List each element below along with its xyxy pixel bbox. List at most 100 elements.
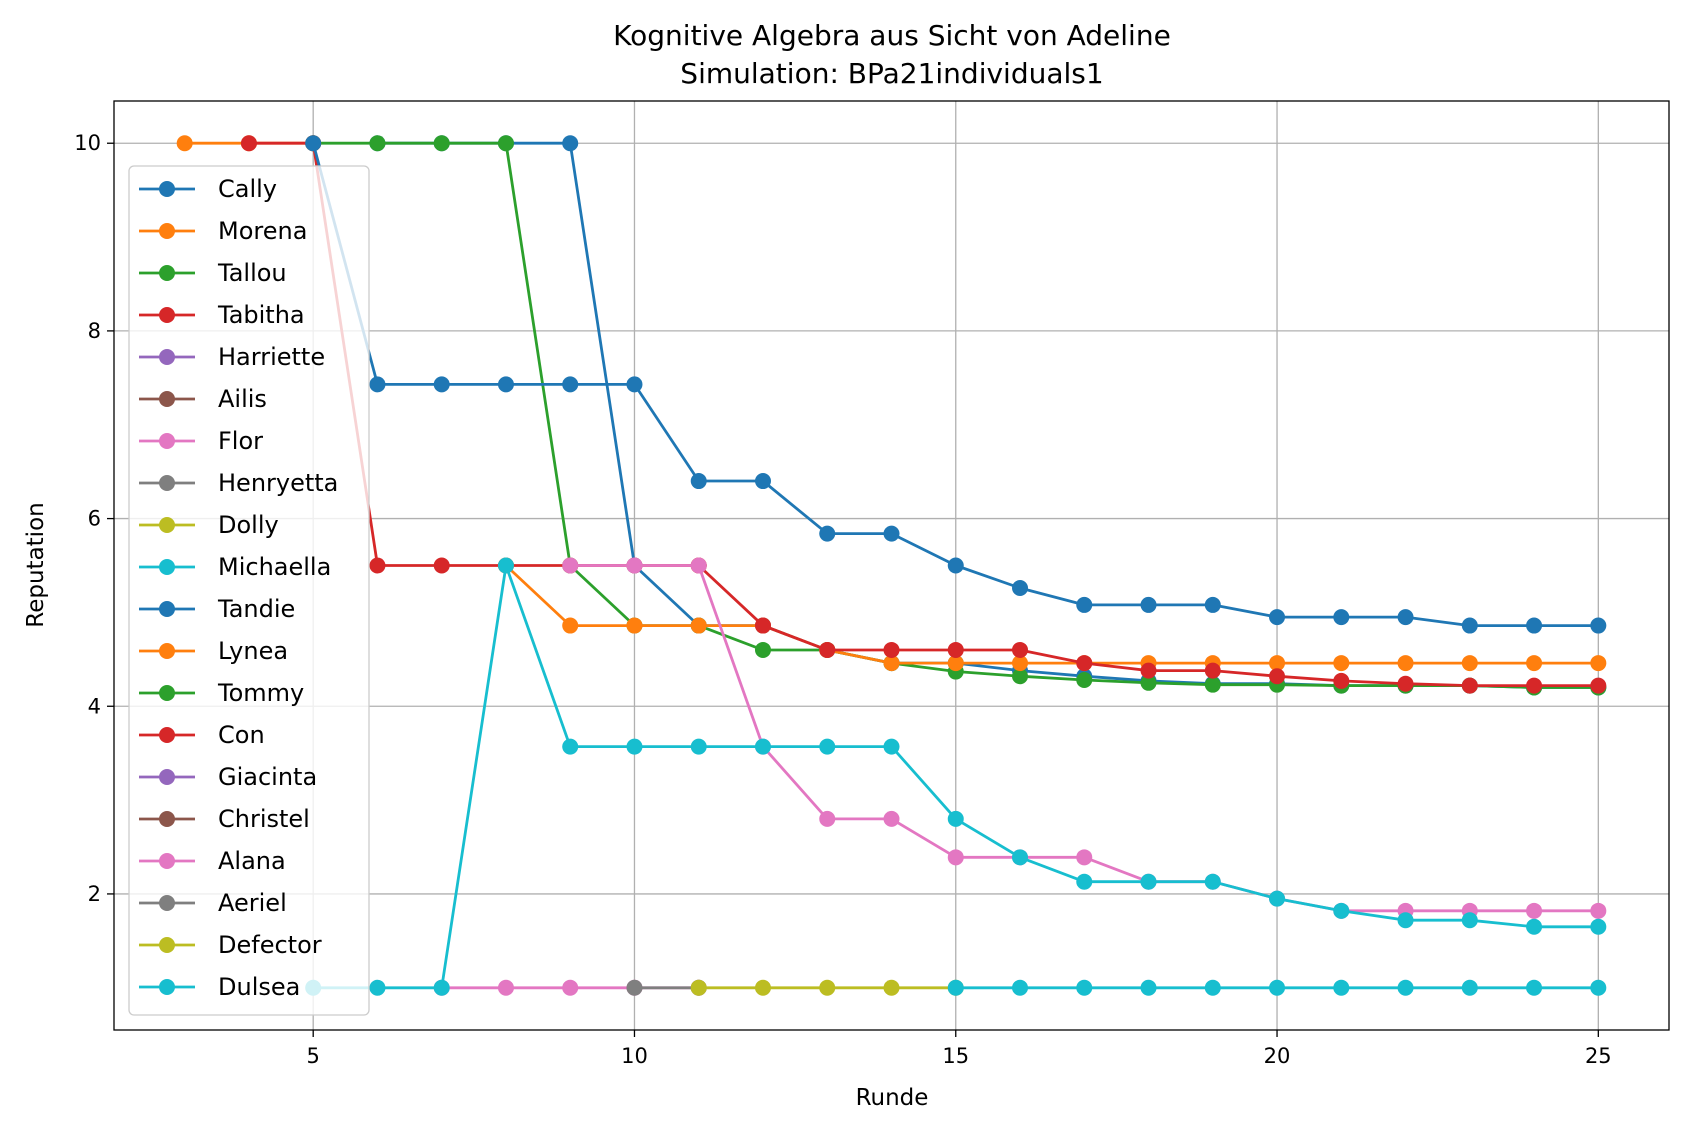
data-point-con <box>1397 675 1414 692</box>
data-point-tandie <box>1590 617 1607 634</box>
data-point-con <box>819 641 836 658</box>
data-point-tallou <box>754 641 771 658</box>
legend-label: Flor <box>218 427 263 455</box>
data-point-lynea <box>690 617 707 634</box>
data-point-dulsea <box>433 979 450 996</box>
data-point-tandie <box>1140 596 1157 613</box>
data-point-dulsea <box>626 738 643 755</box>
y-tick-label: 8 <box>88 319 101 343</box>
legend-item-defector: Defector <box>139 931 322 959</box>
data-point-tandie <box>1012 580 1029 597</box>
data-point-lynea <box>883 655 900 672</box>
legend-marker <box>159 811 175 827</box>
legend-marker <box>159 265 175 281</box>
data-point-michaella <box>947 979 964 996</box>
data-point-dulsea <box>1076 873 1093 890</box>
legend-marker <box>159 979 175 995</box>
x-axis-label: Runde <box>856 1085 929 1111</box>
data-point-lynea <box>1397 655 1414 672</box>
data-point-dolly <box>819 979 836 996</box>
data-point-lynea <box>1012 655 1029 672</box>
legend-item-christel: Christel <box>139 805 310 833</box>
legend-label: Giacinta <box>218 763 317 791</box>
data-point-lynea <box>1526 655 1543 672</box>
data-point-dulsea <box>690 738 707 755</box>
legend-item-giacinta: Giacinta <box>139 763 317 791</box>
data-point-michaella <box>1204 979 1221 996</box>
legend-item-harriette: Harriette <box>139 343 325 371</box>
data-point-tandie <box>1461 617 1478 634</box>
data-point-dulsea <box>1140 873 1157 890</box>
data-point-dulsea <box>1012 849 1029 866</box>
data-point-tabitha <box>433 557 450 574</box>
data-point-alana <box>690 557 707 574</box>
data-point-con <box>1140 662 1157 679</box>
legend-marker <box>159 937 175 953</box>
legend-label: Harriette <box>218 343 325 371</box>
x-tick-label: 5 <box>307 1044 320 1068</box>
data-point-tandie <box>305 135 322 152</box>
data-point-tallou <box>1012 668 1029 685</box>
legend-marker <box>159 181 175 197</box>
legend-item-ailis: Ailis <box>139 385 267 413</box>
data-point-lynea <box>1461 655 1478 672</box>
data-point-dulsea <box>497 557 514 574</box>
legend-label: Tandie <box>217 595 295 623</box>
data-point-tandie <box>369 376 386 393</box>
data-point-morena <box>176 135 193 152</box>
data-point-tandie <box>497 376 514 393</box>
data-point-michaella <box>1526 979 1543 996</box>
legend-item-con: Con <box>139 721 265 749</box>
data-point-con <box>1526 677 1543 694</box>
series-line-lynea <box>505 564 1599 665</box>
data-point-lynea <box>1333 655 1350 672</box>
data-point-lynea <box>1269 655 1286 672</box>
data-point-michaella <box>1590 979 1607 996</box>
data-point-dulsea <box>1590 918 1607 935</box>
data-point-tallou <box>369 135 386 152</box>
y-tick-label: 10 <box>74 131 101 155</box>
legend-item-alana: Alana <box>139 847 286 875</box>
data-point-alana <box>947 849 964 866</box>
plot-frame <box>113 100 1670 1031</box>
data-point-alana <box>1076 849 1093 866</box>
legend-item-dulsea: Dulsea <box>139 973 300 1001</box>
data-point-dulsea <box>369 979 386 996</box>
legend-item-tandie: Tandie <box>139 595 295 623</box>
legend-label: Morena <box>218 217 307 245</box>
data-point-con <box>1590 677 1607 694</box>
data-point-dulsea <box>1204 873 1221 890</box>
legend-label: Tommy <box>217 679 304 707</box>
legend-label: Tallou <box>217 259 287 287</box>
series-michaella <box>947 979 1607 996</box>
data-point-cally <box>562 135 579 152</box>
legend-marker <box>159 643 175 659</box>
legend-item-tabitha: Tabitha <box>139 301 305 329</box>
data-point-tandie <box>1204 596 1221 613</box>
legend-item-tallou: Tallou <box>139 259 287 287</box>
legend-label: Henryetta <box>218 469 338 497</box>
legend-item-tommy: Tommy <box>139 679 304 707</box>
data-point-con <box>1204 662 1221 679</box>
data-point-tabitha <box>369 557 386 574</box>
data-point-dulsea <box>947 810 964 827</box>
data-point-michaella <box>1140 979 1157 996</box>
data-point-michaella <box>1012 979 1029 996</box>
legend-label: Lynea <box>218 637 288 665</box>
legend-marker <box>159 307 175 323</box>
legend-item-dolly: Dolly <box>139 511 279 539</box>
data-point-dulsea <box>1526 918 1543 935</box>
data-point-flor <box>562 979 579 996</box>
data-point-alana <box>819 810 836 827</box>
data-point-tallou <box>1204 676 1221 693</box>
axis-ticks: 5 10 15 20 25 2 4 6 8 10 <box>74 131 1611 1068</box>
data-point-con <box>883 641 900 658</box>
data-point-alana <box>562 557 579 574</box>
x-tick-label: 20 <box>1264 1044 1291 1068</box>
plot-series <box>176 135 1607 996</box>
data-point-dulsea <box>819 738 836 755</box>
legend-label: Cally <box>218 175 277 203</box>
data-point-tallou <box>433 135 450 152</box>
data-point-tandie <box>1526 617 1543 634</box>
data-point-tallou <box>1076 671 1093 688</box>
